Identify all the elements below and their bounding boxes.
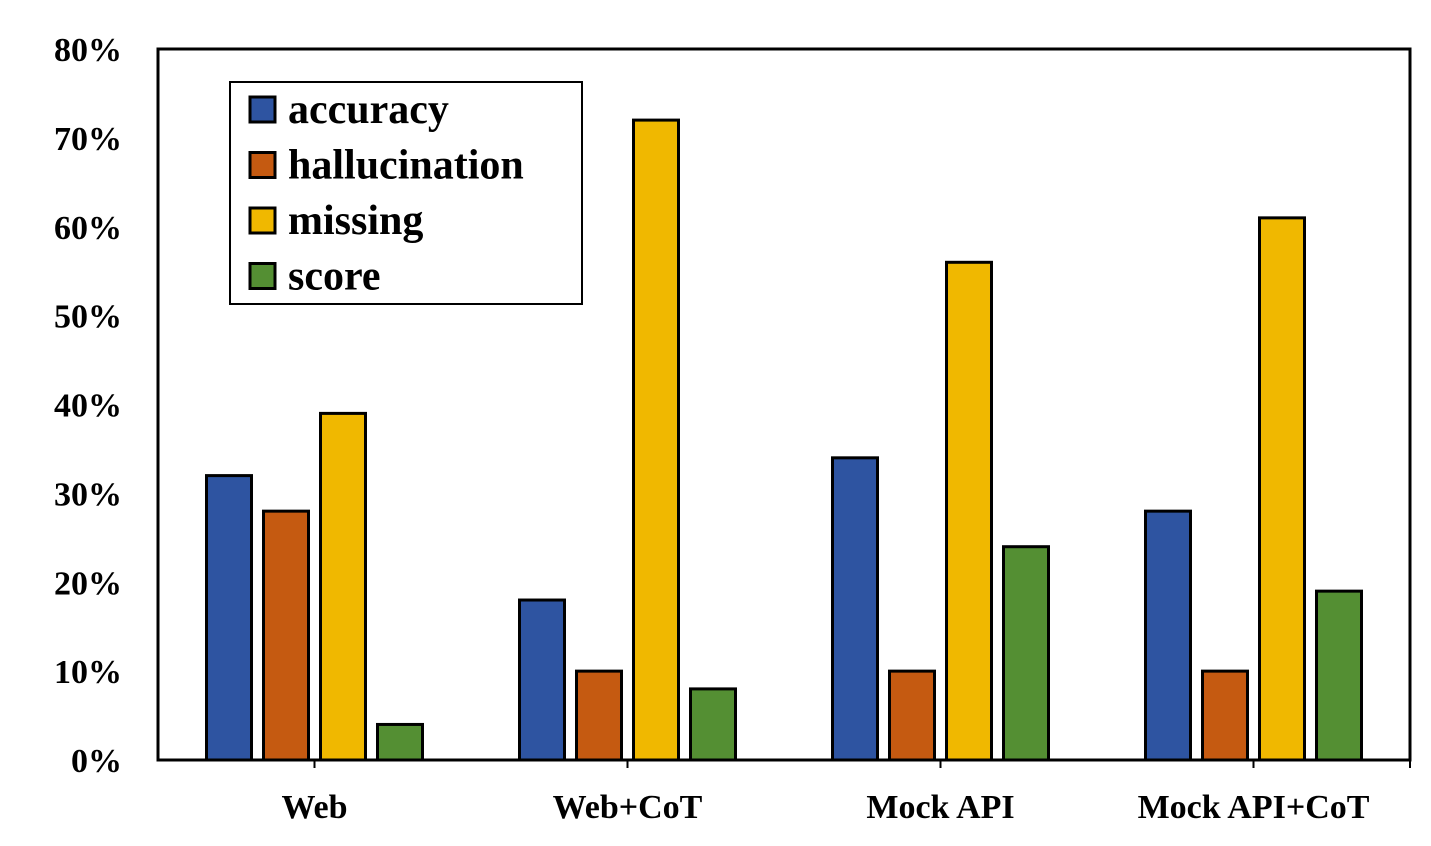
legend-label-score: score bbox=[288, 254, 381, 300]
y-tick-label: 20% bbox=[54, 565, 122, 602]
legend-swatch-hallucination bbox=[248, 151, 277, 179]
bar-accuracy-1 bbox=[518, 598, 566, 762]
legend-box bbox=[229, 81, 583, 305]
y-tick-label: 10% bbox=[54, 654, 122, 691]
y-tick-label: 50% bbox=[54, 299, 122, 336]
plot-frame bbox=[156, 47, 1412, 762]
legend-swatch-score bbox=[248, 262, 277, 290]
legend-label-hallucination: hallucination bbox=[288, 143, 524, 189]
bar-score-3 bbox=[1315, 589, 1363, 762]
bar-missing-3 bbox=[1258, 216, 1306, 762]
legend-label-accuracy: accuracy bbox=[288, 87, 449, 133]
legend-label-missing: missing bbox=[288, 198, 423, 244]
bar-score-1 bbox=[689, 687, 737, 762]
bar-hallucination-3 bbox=[1201, 669, 1249, 762]
x-tick-label: Mock API bbox=[866, 789, 1014, 826]
y-tick-label: 30% bbox=[54, 476, 122, 513]
bars bbox=[205, 118, 1363, 762]
bar-missing-0 bbox=[319, 411, 367, 762]
bar-hallucination-1 bbox=[575, 669, 623, 762]
x-axis: Web Web+CoT Mock API Mock API+CoT bbox=[281, 760, 1411, 826]
y-tick-label: 40% bbox=[54, 388, 122, 425]
x-tick-label: Web+CoT bbox=[553, 789, 703, 826]
y-tick-label: 60% bbox=[54, 210, 122, 247]
bar-score-2 bbox=[1002, 545, 1050, 762]
bar-accuracy-3 bbox=[1144, 509, 1192, 762]
x-tick-label: Web bbox=[281, 789, 347, 826]
bar-missing-2 bbox=[945, 260, 993, 762]
bar-score-0 bbox=[376, 722, 424, 762]
x-tick-label: Mock API+CoT bbox=[1138, 789, 1370, 826]
legend-swatch-missing bbox=[248, 206, 277, 235]
legend-swatch-accuracy bbox=[248, 95, 277, 124]
bar-missing-1 bbox=[632, 118, 680, 762]
bar-accuracy-2 bbox=[831, 456, 879, 762]
bar-accuracy-0 bbox=[205, 474, 253, 762]
y-tick-label: 80% bbox=[54, 32, 122, 69]
bar-hallucination-2 bbox=[888, 669, 936, 762]
bar-hallucination-0 bbox=[262, 509, 310, 762]
legend: accuracy hallucination missing score bbox=[229, 81, 583, 305]
y-tick-label: 0% bbox=[71, 743, 122, 780]
y-tick-label: 70% bbox=[54, 121, 122, 158]
y-axis: 0% 10% 20% 30% 40% 50% 60% 70% 80% bbox=[54, 32, 122, 780]
